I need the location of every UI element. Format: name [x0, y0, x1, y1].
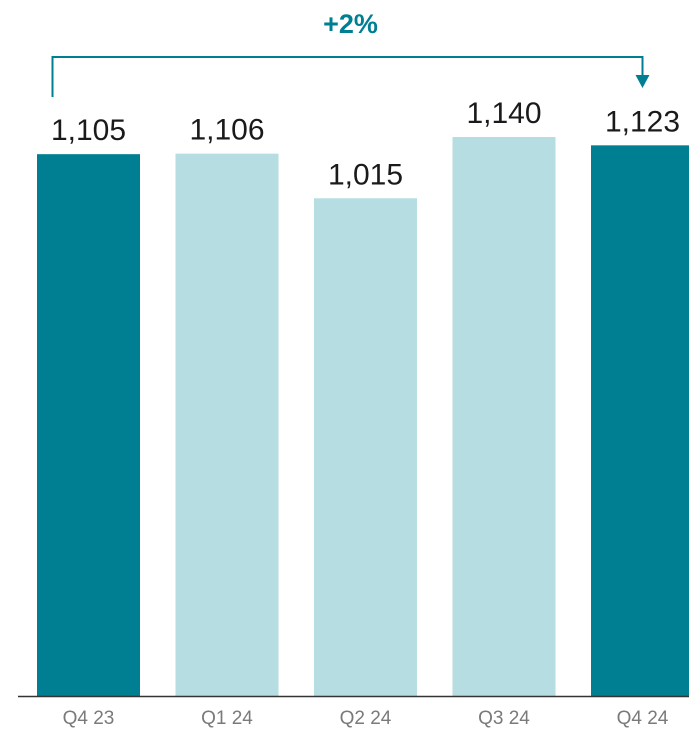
- value-label-q1-24: 1,106: [189, 114, 264, 147]
- bar-q1-24: [175, 153, 279, 696]
- bar-q4-24: [591, 145, 689, 697]
- bars: [37, 137, 689, 697]
- tick-label-q1-24: Q1 24: [201, 708, 253, 729]
- x-tick-labels: Q4 23 Q1 24 Q2 24 Q3 24 Q4 24: [63, 708, 669, 729]
- change-label: +2%: [323, 9, 378, 39]
- bar-q2-24: [314, 198, 417, 696]
- value-label-q2-24: 1,015: [328, 158, 403, 191]
- change-bracket: [51, 56, 644, 97]
- tick-label-q4-24: Q4 24: [617, 708, 669, 729]
- tick-label-q3-24: Q3 24: [478, 708, 530, 729]
- tick-label-q4-23: Q4 23: [63, 708, 115, 729]
- value-label-q3-24: 1,140: [466, 97, 541, 130]
- tick-label-q2-24: Q2 24: [340, 708, 392, 729]
- change-annotation: +2%: [51, 9, 650, 97]
- value-label-q4-24: 1,123: [605, 105, 680, 138]
- bar-q3-24: [452, 137, 556, 696]
- bar-q4-23: [37, 154, 140, 696]
- change-arrowhead: [635, 75, 650, 88]
- value-label-q4-23: 1,105: [51, 114, 126, 147]
- value-labels: 1,105 1,106 1,015 1,140 1,123: [51, 97, 680, 191]
